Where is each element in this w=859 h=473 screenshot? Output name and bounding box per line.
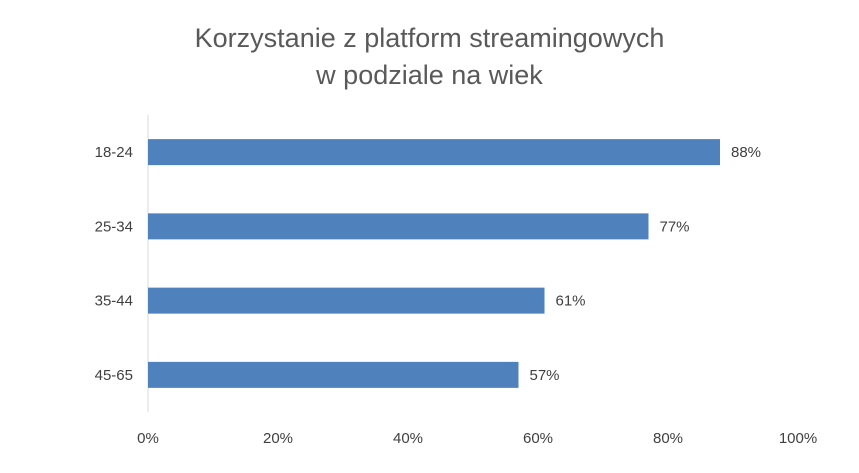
- x-tick-label: 60%: [523, 430, 553, 447]
- x-tick-label: 100%: [779, 430, 817, 447]
- x-tick-label: 40%: [393, 430, 423, 447]
- category-label: 18-24: [95, 144, 133, 161]
- category-label: 25-34: [95, 218, 133, 235]
- data-label: 77%: [660, 218, 690, 235]
- category-label: 35-44: [95, 293, 133, 310]
- bar-18-24: [148, 139, 720, 166]
- bar-25-34: [148, 213, 649, 240]
- data-label: 57%: [530, 367, 560, 384]
- x-tick-label: 20%: [263, 430, 293, 447]
- data-label: 61%: [556, 293, 586, 310]
- x-tick-label: 80%: [653, 430, 683, 447]
- chart-title-line-2: w podziale na wiek: [316, 60, 543, 90]
- chart-title-line-1: Korzystanie z platform streamingowych: [194, 23, 665, 53]
- category-label: 45-65: [95, 367, 133, 384]
- bar-35-44: [148, 287, 545, 314]
- bar-45-65: [148, 361, 519, 388]
- x-tick-label: 0%: [137, 430, 159, 447]
- data-label: 88%: [731, 144, 761, 161]
